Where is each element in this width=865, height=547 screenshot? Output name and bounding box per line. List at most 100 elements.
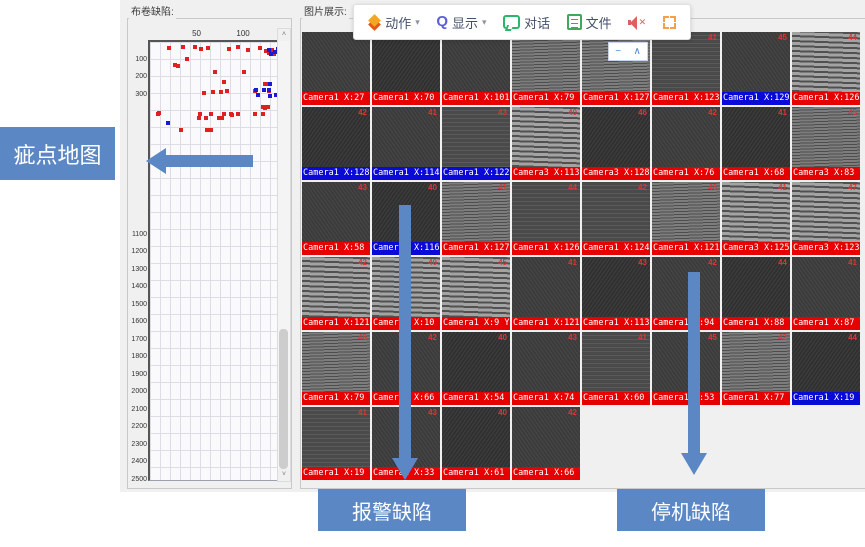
defect-thumbnail-cell[interactable]: 41 Camera1 X:19 Y:464	[302, 407, 370, 480]
alarm-defect-point[interactable]	[221, 80, 226, 85]
toolbar-button-action[interactable]: 动作 ▾	[368, 13, 420, 32]
defect-thumbnail-cell[interactable]: 41 Camera1 X:127 Y:373	[442, 182, 510, 255]
toolbar-button-display[interactable]: Q 显示 ▾	[436, 13, 486, 32]
alarm-defect-point[interactable]	[257, 46, 262, 51]
defect-thumbnail-cell[interactable]: 41 Camera3 X:125 Y:371	[722, 182, 790, 255]
defect-map-scrollbar[interactable]: ˄ ˅	[277, 28, 291, 482]
defect-thumbnail-cell[interactable]: 41 Camera1 X:87 Y:411	[792, 257, 860, 330]
defect-thumbnail-cell[interactable]: 46 Camera3 X:128 Y:278	[582, 107, 650, 180]
defect-thumbnail-cell[interactable]: 43 Camera1 X:58 Y:293	[302, 182, 370, 255]
defect-map-plot[interactable]: 50 100 100 200 300 1100 1200 1300 1400 1500 1600 17…	[131, 29, 288, 483]
toolbar-button-file[interactable]: 文件	[566, 13, 612, 32]
stop-defect-point[interactable]	[267, 88, 272, 93]
toolbar-button-mute[interactable]: ✕	[628, 15, 646, 30]
alarm-defect-point[interactable]	[178, 127, 183, 132]
alarm-defect-point[interactable]	[173, 62, 178, 67]
defect-thumbnail-cell[interactable]: 45 Camera1 X:9 Y:412	[442, 257, 510, 330]
stop-defect-point[interactable]	[268, 93, 273, 98]
defect-thumbnail-cell[interactable]: 45 Camera1 X:129 Y:242	[722, 32, 790, 105]
stop-defect-point[interactable]	[273, 93, 278, 98]
stop-defect-point[interactable]	[269, 51, 274, 56]
defect-thumbnail-cell[interactable]: 42 Camera1 X:66 Y:502	[512, 407, 580, 480]
defect-thumbnail-cell[interactable]: 42 Camera1 X:124 Y:375	[582, 182, 650, 255]
alarm-defect-point[interactable]	[265, 82, 270, 87]
alarm-defect-point[interactable]	[225, 89, 230, 94]
alarm-defect-point[interactable]	[209, 127, 214, 132]
stop-defect-point[interactable]	[256, 92, 260, 97]
scrollbar-thumb[interactable]	[279, 329, 288, 469]
alarm-defect-point[interactable]	[216, 115, 221, 120]
alarm-defect-point[interactable]	[175, 63, 180, 68]
alarm-defect-point[interactable]	[235, 112, 240, 116]
toolbar-button-dialog[interactable]: 对话	[503, 13, 550, 32]
defect-thumbnail-cell[interactable]: 40 Camera1 X:54 Y:411	[442, 332, 510, 405]
alarm-defect-point[interactable]	[253, 112, 258, 116]
alarm-defect-point[interactable]	[260, 104, 265, 109]
alarm-defect-point[interactable]	[209, 112, 214, 116]
alarm-defect-point[interactable]	[180, 45, 185, 50]
defect-thumbnail-cell[interactable]: 45 Camera1 X:53 Y:434	[652, 332, 720, 405]
defect-thumbnail-cell[interactable]: 42 Camera1 X:77 Y:436	[722, 332, 790, 405]
defect-thumbnail-cell[interactable]: 44 Camera1 X:126 Y:242	[792, 32, 860, 105]
defect-thumbnail-cell[interactable]: 44 Camera1 X:19 Y:461	[792, 332, 860, 405]
alarm-defect-point[interactable]	[229, 112, 233, 116]
alarm-defect-point[interactable]	[213, 70, 218, 75]
alarm-defect-point[interactable]	[198, 112, 203, 116]
alarm-defect-point[interactable]	[197, 116, 202, 121]
defect-thumbnail-cell[interactable]: 41 Camera1 X:121 Y:411	[512, 257, 580, 330]
scroll-down-icon[interactable]: ˅	[278, 469, 290, 481]
collapse-minus-button[interactable]: −	[615, 46, 622, 57]
defect-thumbnail-cell[interactable]: 43 Camera1 X:74 Y:433	[512, 332, 580, 405]
toolbar-button-fullscreen[interactable]	[662, 15, 676, 29]
defect-thumbnail-cell[interactable]: 42 Camera1 X:128 Y:276	[302, 107, 370, 180]
stop-defect-point[interactable]	[268, 82, 273, 87]
defect-thumbnail-cell[interactable]: 41 Camera1 X:68 Y:284	[722, 107, 790, 180]
defect-thumbnail-cell[interactable]: 41 Camera1 X:114 Y:276	[372, 107, 440, 180]
alarm-defect-point[interactable]	[242, 70, 247, 75]
alarm-defect-point[interactable]	[199, 47, 204, 52]
defect-thumbnail-cell[interactable]: 40 Camera3 X:113 Y:278	[512, 107, 580, 180]
defect-thumbnail-cell[interactable]: 42 Camera1 X:121 Y:371	[302, 257, 370, 330]
defect-thumbnail-cell[interactable]: 41 Camera1 X:123 Y:242	[652, 32, 720, 105]
alarm-defect-point[interactable]	[211, 89, 216, 94]
defect-thumbnail-cell[interactable]: 40 Camera1 X:61 Y:501	[442, 407, 510, 480]
alarm-defect-point[interactable]	[221, 112, 226, 116]
defect-thumbnail-cell[interactable]: 46 Camera1 X:79 Y:411	[302, 332, 370, 405]
defect-thumbnail-cell[interactable]: 41 Camera1 X:60 Y:434	[582, 332, 650, 405]
stop-defect-point[interactable]	[267, 48, 272, 53]
stop-defect-point[interactable]	[165, 120, 170, 125]
defect-thumbnail-cell[interactable]: 42 Camera1 X:94 Y:411	[652, 257, 720, 330]
defect-thumbnail-cell[interactable]: 45 Camera3 X:83 Y:282	[792, 107, 860, 180]
defect-thumbnail-cell[interactable]: 44 Camera1 X:126 Y:373	[512, 182, 580, 255]
alarm-defect-point[interactable]	[219, 116, 224, 121]
alarm-defect-point[interactable]	[236, 45, 241, 50]
defect-thumbnail-cell[interactable]: 44 Camera1 X:88 Y:414	[722, 257, 790, 330]
alarm-defect-point[interactable]	[192, 44, 197, 49]
stop-defect-point[interactable]	[272, 49, 277, 54]
alarm-defect-point[interactable]	[271, 52, 276, 57]
alarm-defect-point[interactable]	[262, 82, 267, 87]
scroll-up-icon[interactable]: ˄	[278, 29, 290, 41]
stop-defect-point[interactable]	[261, 88, 266, 93]
defect-thumbnail-cell[interactable]: 43 Camera1 X:122 Y:276	[442, 107, 510, 180]
alarm-defect-point[interactable]	[264, 49, 269, 54]
alarm-defect-point[interactable]	[218, 89, 223, 94]
alarm-defect-point[interactable]	[205, 46, 210, 51]
alarm-defect-point[interactable]	[245, 47, 250, 52]
alarm-defect-point[interactable]	[202, 91, 206, 96]
alarm-defect-point[interactable]	[156, 112, 161, 117]
alarm-defect-point[interactable]	[204, 127, 209, 132]
alarm-defect-point[interactable]	[269, 47, 274, 52]
alarm-defect-point[interactable]	[166, 46, 171, 51]
alarm-defect-point[interactable]	[260, 112, 265, 116]
stop-defect-point[interactable]	[254, 88, 259, 93]
alarm-defect-point[interactable]	[203, 116, 208, 121]
alarm-defect-point[interactable]	[185, 56, 190, 61]
defect-thumbnail-cell[interactable]: 42 Camera1 X:76 Y:284	[652, 107, 720, 180]
defect-thumbnail-cell[interactable]: 47 Camera3 X:123 Y:371	[792, 182, 860, 255]
defect-thumbnail-cell[interactable]: 46 Camera1 X:121 Y:373	[652, 182, 720, 255]
